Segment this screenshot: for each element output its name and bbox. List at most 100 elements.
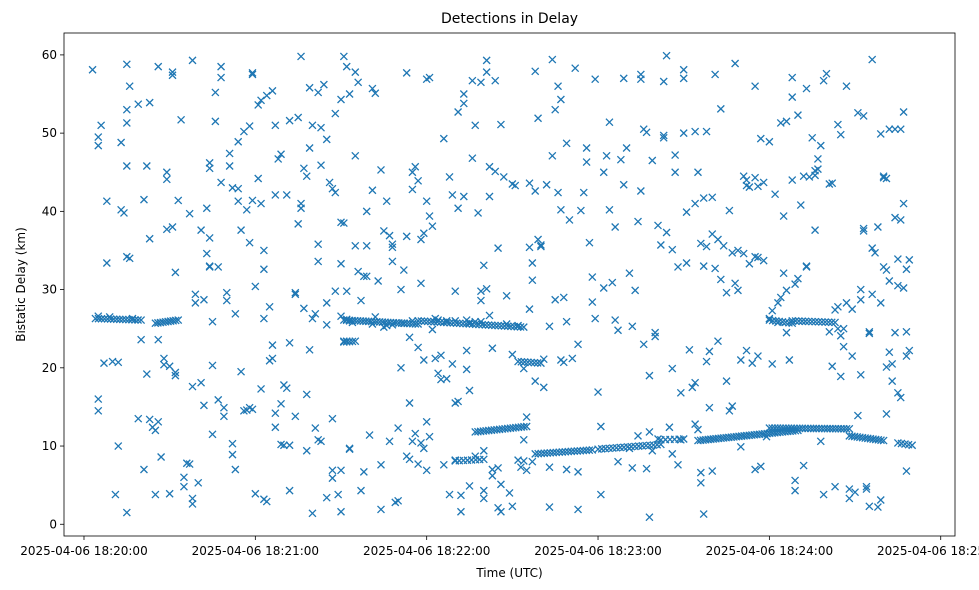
axes-background bbox=[64, 33, 955, 536]
data-point bbox=[679, 74, 688, 83]
data-point bbox=[314, 240, 323, 249]
data-point bbox=[339, 52, 348, 61]
data-point bbox=[422, 466, 431, 475]
data-point bbox=[828, 362, 837, 371]
data-point bbox=[507, 322, 515, 331]
data-point bbox=[322, 135, 331, 144]
data-point bbox=[388, 257, 397, 266]
data-point bbox=[728, 248, 737, 257]
data-point bbox=[691, 420, 700, 429]
data-point bbox=[554, 188, 563, 197]
data-point bbox=[778, 317, 787, 326]
data-point bbox=[525, 305, 534, 314]
x-tick-label: 2025-04-06 18:20:00 bbox=[20, 544, 147, 558]
data-point bbox=[539, 355, 548, 364]
data-point bbox=[611, 223, 620, 231]
data-point bbox=[779, 212, 788, 221]
data-point bbox=[728, 402, 737, 411]
data-point bbox=[876, 129, 885, 138]
data-point bbox=[459, 99, 468, 108]
data-point bbox=[168, 68, 177, 77]
data-point bbox=[408, 185, 417, 194]
data-point bbox=[902, 265, 911, 274]
data-point bbox=[549, 448, 558, 457]
data-point bbox=[836, 130, 845, 139]
data-point bbox=[885, 348, 894, 357]
data-point bbox=[682, 208, 691, 217]
data-point bbox=[682, 259, 691, 267]
data-point bbox=[103, 314, 112, 323]
data-point bbox=[405, 333, 414, 342]
data-point bbox=[285, 116, 294, 125]
data-point bbox=[625, 269, 634, 278]
data-point bbox=[842, 82, 851, 91]
data-point bbox=[459, 90, 468, 98]
data-point bbox=[819, 76, 828, 85]
data-point bbox=[888, 377, 897, 386]
data-point bbox=[522, 422, 531, 431]
x-tick-label: 2025-04-06 18:22:00 bbox=[363, 544, 490, 558]
data-point bbox=[348, 337, 357, 346]
data-point bbox=[731, 279, 740, 288]
data-point bbox=[305, 83, 314, 92]
data-point bbox=[659, 131, 668, 140]
data-point bbox=[702, 357, 711, 366]
data-point bbox=[736, 356, 745, 364]
data-point bbox=[531, 67, 540, 76]
data-point bbox=[251, 282, 260, 291]
data-point bbox=[579, 188, 588, 197]
data-point bbox=[893, 388, 902, 397]
y-tick-label: 10 bbox=[42, 439, 57, 453]
data-point bbox=[122, 162, 131, 170]
data-point bbox=[751, 465, 760, 474]
data-point bbox=[559, 293, 568, 302]
x-tick-label: 2025-04-06 18:23:00 bbox=[534, 544, 661, 558]
data-point bbox=[259, 265, 268, 274]
data-point bbox=[359, 272, 368, 281]
data-point bbox=[419, 356, 428, 364]
data-point bbox=[191, 298, 200, 307]
data-point bbox=[771, 190, 780, 199]
data-point bbox=[185, 460, 194, 468]
data-point bbox=[591, 314, 600, 323]
data-point bbox=[487, 321, 496, 330]
data-point bbox=[488, 344, 497, 353]
data-point bbox=[225, 162, 234, 170]
data-point bbox=[574, 467, 582, 476]
data-point bbox=[811, 171, 820, 180]
data-point bbox=[171, 268, 180, 277]
data-point bbox=[262, 91, 271, 100]
data-point bbox=[654, 221, 662, 230]
data-point bbox=[865, 502, 874, 511]
data-point bbox=[508, 350, 517, 359]
data-point bbox=[796, 201, 805, 210]
data-point bbox=[828, 179, 837, 188]
data-point bbox=[302, 390, 311, 399]
data-point bbox=[491, 321, 499, 330]
data-point bbox=[705, 347, 714, 356]
data-point bbox=[748, 359, 757, 368]
data-point bbox=[813, 154, 822, 163]
data-point bbox=[468, 76, 477, 85]
data-point bbox=[808, 317, 816, 326]
data-point bbox=[602, 151, 611, 160]
data-point bbox=[631, 286, 640, 295]
data-point bbox=[417, 438, 425, 447]
data-point bbox=[699, 194, 708, 203]
data-point bbox=[691, 127, 700, 136]
data-point bbox=[802, 262, 811, 271]
data-point bbox=[351, 241, 360, 250]
data-point bbox=[345, 444, 354, 453]
data-point bbox=[162, 225, 171, 234]
x-axis: 2025-04-06 18:20:00 2025-04-06 18:21:00 20… bbox=[20, 536, 979, 558]
data-point bbox=[522, 466, 531, 475]
data-point bbox=[171, 368, 180, 377]
data-point bbox=[214, 395, 223, 404]
data-point bbox=[274, 154, 283, 163]
data-point bbox=[528, 457, 537, 466]
data-point bbox=[177, 115, 186, 124]
data-point bbox=[154, 62, 163, 71]
data-point bbox=[816, 437, 825, 446]
data-point bbox=[171, 371, 180, 380]
data-point bbox=[562, 465, 571, 474]
